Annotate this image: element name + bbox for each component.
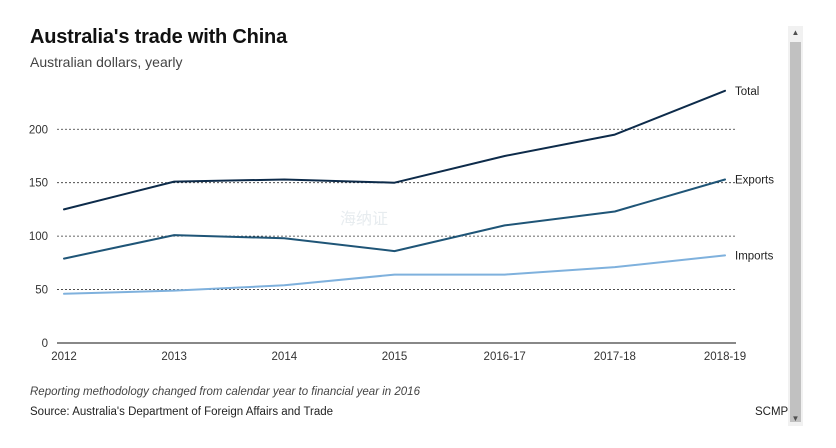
series-label-total: Total <box>735 86 759 98</box>
scroll-up-icon[interactable]: ▲ <box>791 28 800 37</box>
scroll-down-icon[interactable]: ▼ <box>791 414 800 423</box>
y-tick-label-0: 0 <box>42 338 48 350</box>
series-layer <box>63 89 726 295</box>
y-tick-label-200: 200 <box>29 124 48 136</box>
x-tick-label-2017-18: 2017-18 <box>594 351 636 363</box>
y-tick-label-150: 150 <box>29 178 48 190</box>
axis-layer: 0 50 100 150 200 2012 2013 2014 2015 2016-17 2017-… <box>29 124 746 363</box>
series-label-exports: Exports <box>735 174 774 186</box>
y-tick-label-50: 50 <box>35 285 48 297</box>
x-tick-label-2018-19: 2018-19 <box>704 351 746 363</box>
series-line-imports <box>63 254 726 295</box>
x-tick-label-2016-17: 2016-17 <box>484 351 526 363</box>
scrollbar-thumb[interactable] <box>790 42 801 422</box>
label-layer: Total Exports Imports <box>735 86 774 263</box>
series-line-exports <box>63 178 726 260</box>
watermark: 海纳证 <box>340 211 389 228</box>
brand-label: SCMP <box>755 406 789 418</box>
series-label-imports: Imports <box>735 250 774 262</box>
x-tick-label-2015: 2015 <box>382 351 408 363</box>
series-line-total <box>63 89 726 211</box>
chart-title: Australia's trade with China <box>30 26 287 48</box>
x-tick-label-2013: 2013 <box>161 351 187 363</box>
x-tick-label-2012: 2012 <box>51 351 77 363</box>
vertical-scrollbar[interactable]: ▲ ▼ <box>788 26 803 426</box>
methodology-note: Reporting methodology changed from calen… <box>30 386 420 398</box>
source-credit: Source: Australia's Department of Foreig… <box>30 406 334 418</box>
y-tick-label-100: 100 <box>29 231 48 243</box>
x-tick-label-2014: 2014 <box>272 351 298 363</box>
chart-subtitle: Australian dollars, yearly <box>30 54 183 70</box>
